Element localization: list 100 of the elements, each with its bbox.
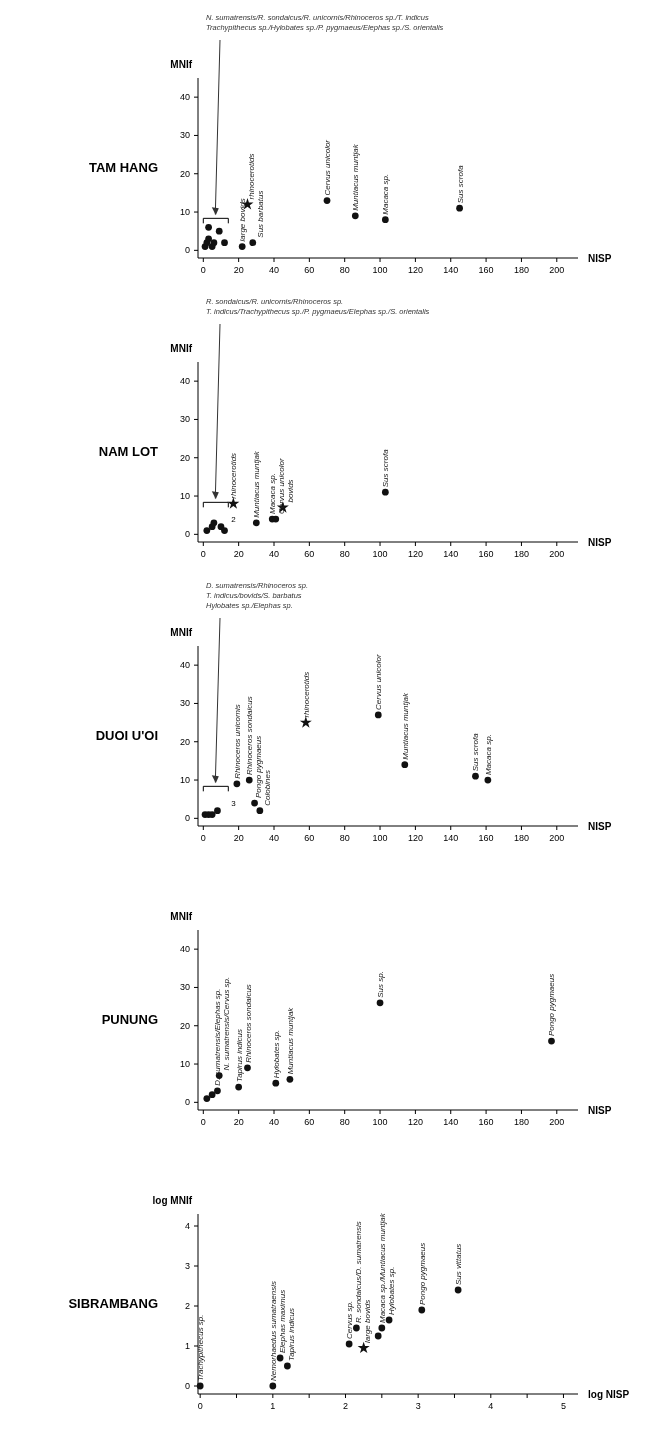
point [484,776,492,784]
point [381,488,389,496]
y-tick-label: 10 [179,491,190,502]
annotation: Hylobates sp. [271,1029,281,1079]
annotation: Macaca sp. [268,473,278,515]
point [283,1362,291,1370]
x-tick-label: 160 [478,833,494,843]
point [269,1382,277,1390]
point [205,235,212,243]
point [472,772,479,780]
annotation: Rhinoceros unicornis [232,704,242,779]
point [381,216,389,224]
point [286,1075,294,1083]
x-tick-label: 180 [513,1117,529,1127]
x-tick-label: 80 [339,265,350,275]
x-tick-label: 60 [304,833,315,843]
y-tick-label: 30 [179,982,190,993]
annotation: Cervus sp. [345,1300,355,1339]
x-tick-label: 120 [407,1117,423,1127]
annotation: D. sumatrensis/Elephas sp. [213,988,223,1086]
y-tick-label: 30 [179,414,190,425]
x-tick-label: 160 [478,265,494,275]
x-tick-label: 20 [233,833,244,843]
annotation: N. sumatrensis/Cervus sp. [222,976,232,1071]
x-axis-title: NISP [588,537,612,548]
point [418,1306,426,1314]
annotation: Trachypithecus sp. [196,1314,206,1381]
x-tick-label: 140 [443,833,459,843]
y-tick-label: 20 [179,452,190,463]
annotation: Colobines [263,770,273,806]
point [299,716,312,728]
annotation: Sus scrofa [471,732,481,772]
point [210,519,218,527]
x-axis-title: NISP [588,253,612,264]
x-tick-label: 200 [549,833,565,843]
x-tick-label: 160 [478,1117,494,1127]
x-tick-label: 4 [488,1401,494,1411]
y-axis-title: MNIf [170,627,193,638]
x-tick-label: 2 [342,1401,348,1411]
text: DUOI U'OI [95,728,158,743]
y-tick-label: 0 [184,813,190,824]
annotation: Hylobates sp. [386,1266,396,1315]
x-tick-label: 100 [372,833,388,843]
annotation: bovids [286,479,296,503]
x-tick-label: 40 [268,833,280,843]
annotation: Cervus unicolor [323,139,333,196]
y-tick-label: 10 [179,775,190,786]
y-axis-title: MNIf [170,911,193,922]
text: PUNUNG [101,1012,158,1027]
point [227,497,240,509]
x-tick-label: 3 [415,1401,421,1411]
x-tick-label: 100 [372,549,388,559]
x-axis-title: NISP [588,1105,612,1116]
x-tick-label: 60 [304,265,315,275]
annotation: Muntiacus muntjak [285,1006,295,1075]
annotation: Sus vittatus [454,1243,464,1285]
annotation: Cervus unicolor [374,654,384,710]
annotation: Cervus unicolor [277,458,287,515]
annotation: Pongo pygmaeus [417,1242,427,1305]
annotation: Muntiacus muntjak [252,450,262,518]
x-tick-label: 80 [339,549,350,559]
y-tick-label: 30 [179,698,190,709]
y-tick-label: 0 [184,1381,190,1391]
point [276,1354,284,1362]
text: NAM LOT [98,444,159,459]
point [221,239,228,247]
y-tick-label: 2 [184,1301,190,1311]
point [210,239,218,247]
x-tick-label: 0 [200,833,206,843]
annotation: Sus barbatus [256,190,266,238]
x-tick-label: 0 [200,549,206,559]
x-tick-label: 80 [339,1117,350,1127]
annotation: Rhinoceros sondaicus [245,696,255,776]
point [235,1083,243,1091]
point [401,761,409,769]
x-tick-label: 100 [372,265,388,275]
x-axis-title: log NISP [588,1389,630,1400]
point [252,519,260,527]
point [256,807,264,815]
point [214,807,221,815]
point [385,1316,393,1324]
point [357,1341,370,1354]
point [272,1079,280,1087]
y-tick-label: 0 [184,529,190,540]
y-axis-title: MNIf [170,343,193,354]
x-tick-label: 20 [233,265,244,275]
point [233,780,241,788]
annotation: Elephas maximus [277,1289,287,1353]
annotation: Nemorhaedus sumatraensis [268,1280,278,1381]
y-tick-label: 40 [179,944,190,955]
point [345,1340,353,1348]
annotation: Muntiacus muntjak [400,692,410,760]
point [454,1286,462,1294]
x-tick-label: 40 [268,1117,280,1127]
annotation: Muntiacus muntjak [351,143,361,211]
x-tick-label: 140 [443,549,459,559]
x-tick-label: 120 [407,833,423,843]
y-tick-label: 40 [179,92,190,103]
x-tick-label: 100 [372,1117,388,1127]
y-tick-label: 3 [184,1261,190,1271]
